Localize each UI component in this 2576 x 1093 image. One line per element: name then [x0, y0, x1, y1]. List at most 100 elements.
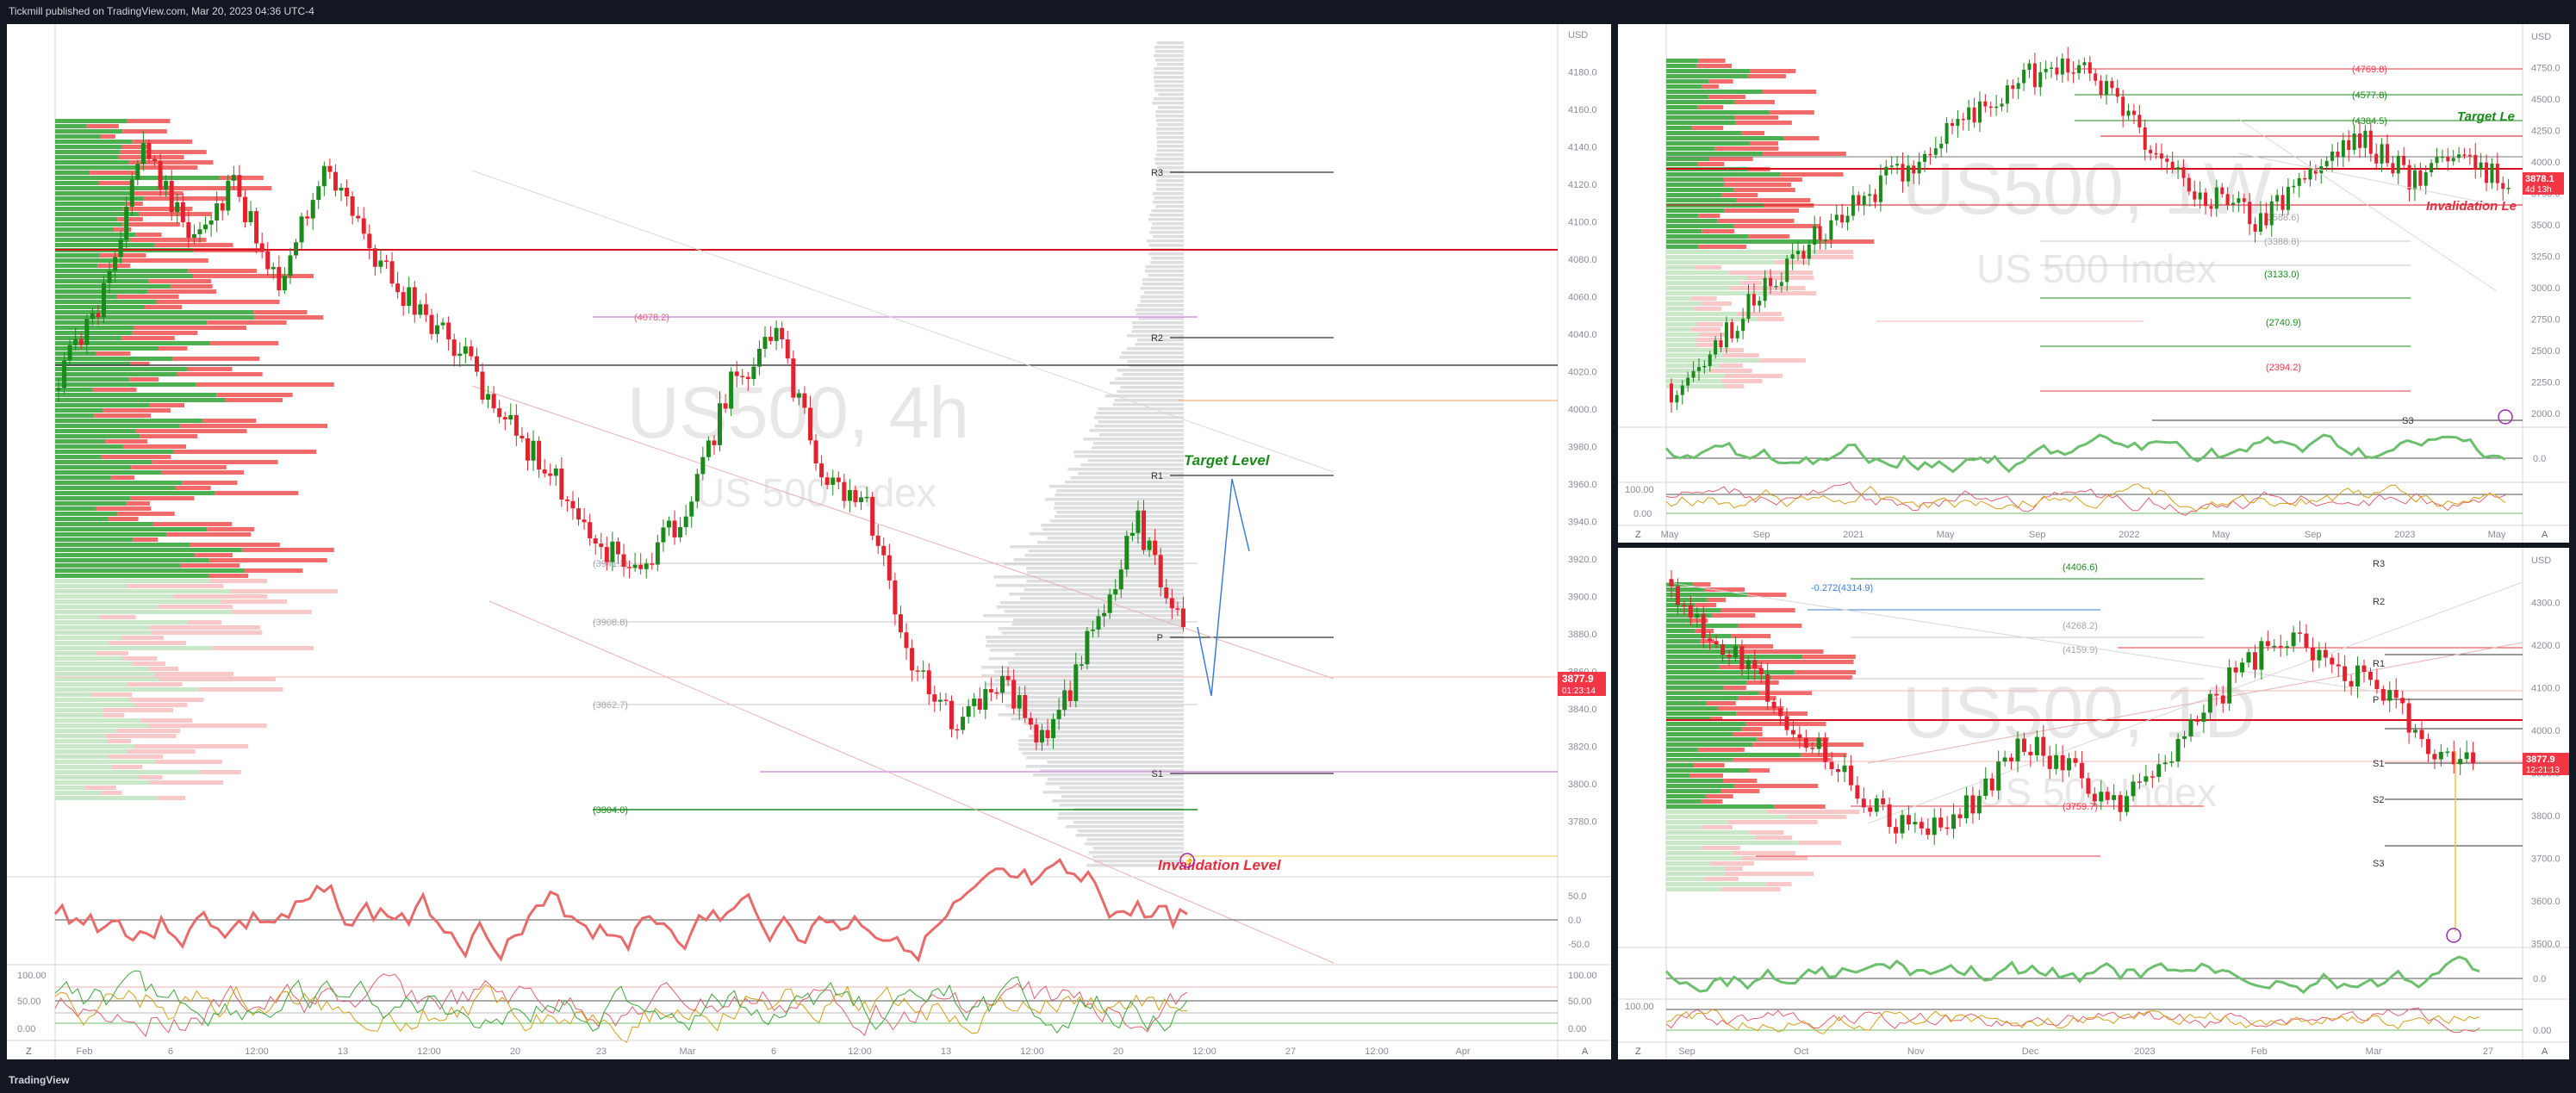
candle[interactable]	[140, 143, 146, 165]
candle[interactable]	[537, 440, 542, 470]
weekly-log-toggle[interactable]: Z	[1635, 530, 1641, 540]
candle[interactable]	[2368, 130, 2373, 154]
candle[interactable]	[2286, 186, 2290, 210]
candle[interactable]	[2121, 96, 2125, 116]
candle[interactable]	[1801, 251, 1806, 259]
candle[interactable]	[1868, 194, 1872, 196]
candle[interactable]	[169, 180, 174, 213]
candle[interactable]	[824, 477, 830, 485]
candle[interactable]	[497, 408, 502, 418]
candle[interactable]	[67, 345, 72, 361]
candle[interactable]	[988, 689, 993, 692]
candle[interactable]	[2419, 730, 2424, 740]
candle[interactable]	[875, 535, 880, 546]
candle[interactable]	[2209, 206, 2213, 209]
candle[interactable]	[480, 371, 485, 401]
candle[interactable]	[90, 313, 95, 320]
candle[interactable]	[2220, 695, 2225, 704]
daily-chart-panel[interactable]: USD4300.04200.04100.04000.03900.03800.03…	[1618, 548, 2569, 1059]
candle[interactable]	[610, 541, 615, 562]
candle[interactable]	[1951, 814, 1957, 829]
candle[interactable]	[1939, 143, 1944, 149]
candle[interactable]	[762, 337, 768, 349]
candle[interactable]	[2060, 59, 2064, 75]
candle[interactable]	[378, 260, 383, 267]
candle[interactable]	[2181, 167, 2186, 178]
candle[interactable]	[1967, 107, 1971, 121]
candle[interactable]	[248, 211, 253, 222]
candle[interactable]	[294, 242, 299, 256]
candle[interactable]	[2240, 662, 2245, 673]
candle[interactable]	[1169, 598, 1174, 609]
candle[interactable]	[372, 248, 377, 267]
candle[interactable]	[1733, 646, 1738, 658]
candle[interactable]	[2137, 781, 2142, 783]
candle[interactable]	[2126, 110, 2131, 116]
candle[interactable]	[2082, 62, 2087, 65]
candle[interactable]	[1719, 340, 1723, 348]
candle[interactable]	[870, 496, 875, 536]
candle[interactable]	[1730, 322, 1734, 338]
candle[interactable]	[621, 554, 626, 568]
candle[interactable]	[751, 366, 756, 380]
candle[interactable]	[915, 670, 920, 672]
daily-auto-scale-toggle[interactable]: A	[2542, 1046, 2548, 1057]
candle[interactable]	[2341, 140, 2345, 158]
candle[interactable]	[712, 440, 717, 445]
candle[interactable]	[2187, 177, 2191, 192]
candle[interactable]	[2336, 664, 2341, 667]
candle[interactable]	[2347, 140, 2351, 151]
candle[interactable]	[1829, 220, 1833, 240]
candle[interactable]	[124, 206, 129, 240]
candle[interactable]	[2099, 792, 2104, 802]
candle[interactable]	[2464, 752, 2469, 760]
candle[interactable]	[2298, 632, 2303, 634]
projection-path[interactable]	[1197, 478, 1250, 697]
candle[interactable]	[2467, 154, 2472, 157]
candle[interactable]	[2214, 187, 2218, 209]
candle[interactable]	[2407, 165, 2411, 190]
candle[interactable]	[582, 519, 587, 523]
candle[interactable]	[1745, 660, 1751, 670]
candle[interactable]	[2131, 110, 2136, 115]
daily-chart-canvas[interactable]: USD4300.04200.04100.04000.03900.03800.03…	[1618, 548, 2569, 1059]
candle[interactable]	[2112, 795, 2117, 800]
candle[interactable]	[186, 221, 191, 238]
candle[interactable]	[1810, 748, 1815, 749]
candle[interactable]	[242, 196, 247, 222]
candle[interactable]	[627, 567, 632, 568]
candle[interactable]	[2259, 641, 2264, 670]
candle[interactable]	[966, 705, 971, 717]
candle[interactable]	[1727, 655, 1732, 658]
candle[interactable]	[1778, 708, 1783, 717]
candle[interactable]	[84, 319, 90, 345]
candle[interactable]	[893, 580, 898, 615]
main-chart-canvas[interactable]: USD 4180.0 4160.0 4140.0 4120.0 4100.0 4080.0 4…	[7, 24, 1611, 1059]
candle[interactable]	[215, 203, 220, 220]
candle[interactable]	[615, 541, 620, 555]
candle[interactable]	[650, 563, 655, 565]
candle[interactable]	[429, 314, 434, 334]
candle[interactable]	[288, 255, 293, 276]
candle[interactable]	[2479, 162, 2483, 170]
main-chart-panel[interactable]: USD 4180.0 4160.0 4140.0 4120.0 4100.0 4080.0 4…	[7, 24, 1611, 1059]
candle[interactable]	[446, 322, 451, 340]
weekly-event-icon[interactable]	[2498, 409, 2513, 425]
candle[interactable]	[2149, 149, 2153, 153]
candle[interactable]	[1881, 798, 1886, 804]
candle[interactable]	[1868, 807, 1873, 812]
candle[interactable]	[1741, 319, 1745, 332]
candle[interactable]	[791, 358, 796, 398]
candle[interactable]	[2380, 688, 2386, 701]
candle[interactable]	[836, 477, 841, 482]
candle[interactable]	[678, 527, 683, 537]
trend-line[interactable]	[471, 385, 1335, 680]
daily-price-axis[interactable]: USD4300.04200.04100.04000.03900.03800.03…	[2531, 556, 2560, 950]
candle[interactable]	[819, 463, 824, 478]
candle[interactable]	[1961, 118, 1965, 121]
candle[interactable]	[1113, 589, 1118, 595]
candle[interactable]	[220, 203, 225, 211]
candle[interactable]	[1124, 536, 1129, 570]
candle[interactable]	[768, 337, 774, 341]
candle[interactable]	[2099, 80, 2103, 95]
